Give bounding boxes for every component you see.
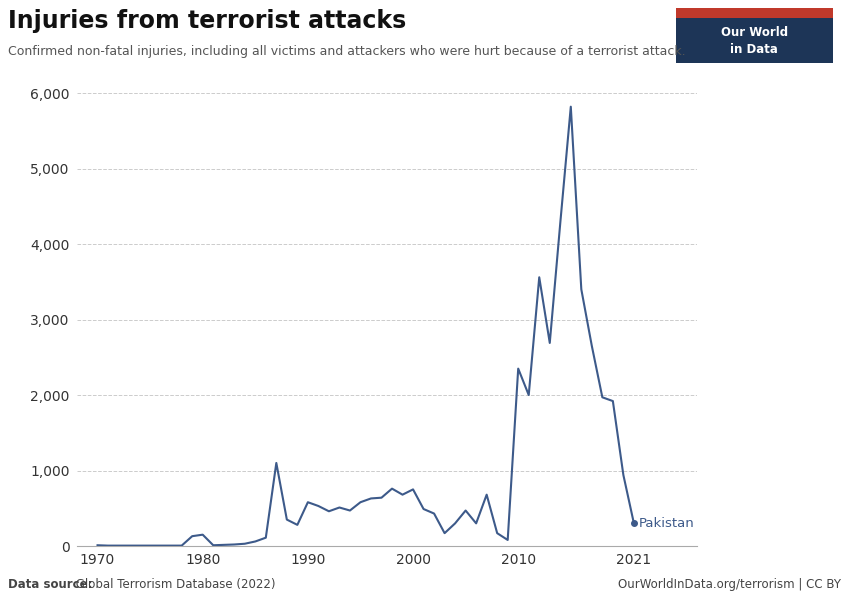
Text: Global Terrorism Database (2022): Global Terrorism Database (2022) [72,578,275,591]
Text: Confirmed non-fatal injuries, including all victims and attackers who were hurt : Confirmed non-fatal injuries, including … [8,45,686,58]
Text: Pakistan: Pakistan [639,517,695,530]
FancyBboxPatch shape [676,8,833,18]
Text: Injuries from terrorist attacks: Injuries from terrorist attacks [8,9,407,33]
Text: Data source:: Data source: [8,578,93,591]
Text: OurWorldInData.org/terrorism | CC BY: OurWorldInData.org/terrorism | CC BY [619,578,842,591]
FancyBboxPatch shape [676,8,833,63]
Text: Our World
in Data: Our World in Data [721,26,788,56]
